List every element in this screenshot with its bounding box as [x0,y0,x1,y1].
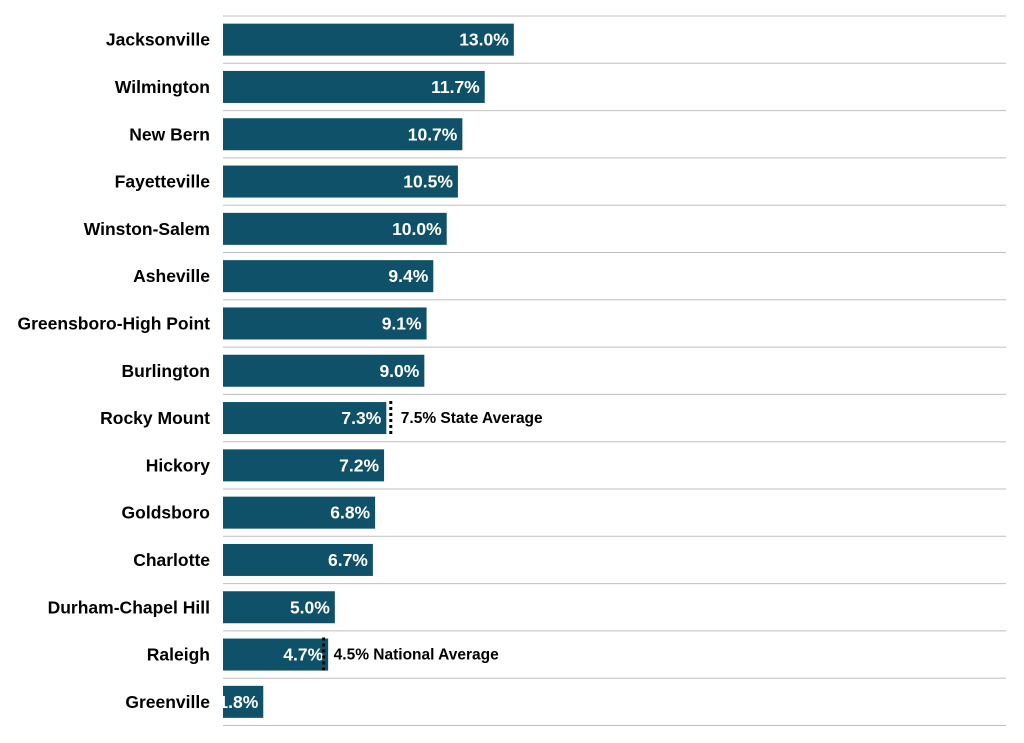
category-label: Asheville [133,266,210,286]
bar [223,402,387,435]
data-label: 7.3% [341,408,381,428]
bar [223,685,264,718]
data-label: 1.8% [218,692,258,712]
bar [223,165,458,198]
data-label: 11.7% [431,77,480,97]
bar [223,118,463,151]
bar [223,449,385,482]
data-label: 5.0% [290,597,330,617]
category-label: Greensboro-High Point [18,313,211,333]
category-label: Winston-Salem [84,219,210,239]
category-label: Raleigh [147,645,210,665]
data-label: 10.7% [408,124,458,144]
reference-line-label: 7.5% State Average [401,410,543,427]
bar [223,307,427,340]
bar [223,638,329,671]
data-label: 9.0% [379,361,419,381]
data-label: 10.0% [392,219,442,239]
data-label: 9.4% [388,266,428,286]
data-label: 13.0% [459,30,509,50]
category-label: Jacksonville [106,30,210,50]
category-label: Hickory [146,455,210,475]
category-label: New Bern [129,124,210,144]
bar [223,260,434,293]
reference-line-label: 4.5% National Average [334,647,499,664]
category-label: Charlotte [133,550,210,570]
category-label: Durham-Chapel Hill [48,597,210,617]
category-label: Wilmington [115,77,210,97]
data-label: 10.5% [403,172,453,192]
data-label: 7.2% [339,455,379,475]
category-label: Fayetteville [115,172,211,192]
category-label: Burlington [122,361,210,381]
bar [223,543,373,576]
data-label: 9.1% [382,313,422,333]
data-label: 6.8% [330,503,370,523]
bar [223,591,335,624]
data-label: 6.7% [328,550,368,570]
category-label: Greenville [125,692,210,712]
bar [223,354,425,387]
category-label: Goldsboro [122,503,210,523]
bar [223,70,485,103]
bar [223,23,514,56]
category-label: Rocky Mount [100,408,210,428]
data-label: 4.7% [283,645,323,665]
bar [223,212,447,245]
bar [223,496,376,529]
